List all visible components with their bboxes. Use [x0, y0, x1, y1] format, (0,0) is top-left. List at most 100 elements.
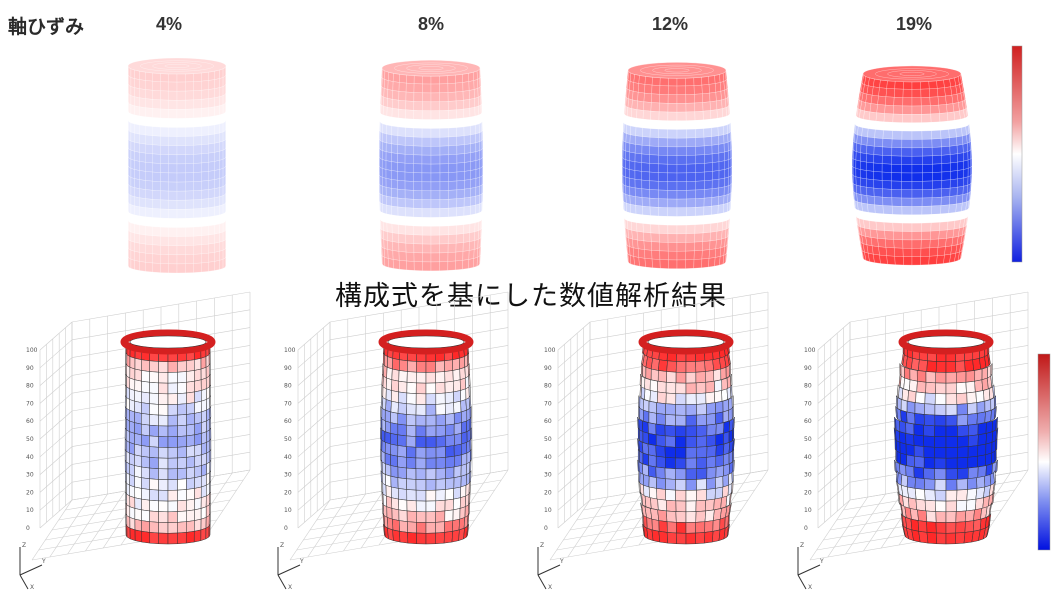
top-cell: [447, 91, 457, 102]
mesh-cell: [704, 520, 714, 533]
top-cell: [219, 186, 224, 198]
mesh-cell: [924, 478, 936, 491]
top-cell: [946, 103, 955, 113]
mesh-cell: [466, 418, 471, 433]
top-cell: [631, 221, 638, 232]
top-cell: [676, 111, 687, 122]
mesh-cell: [649, 390, 658, 403]
top-cell: [455, 260, 463, 271]
top-cell: [470, 151, 477, 162]
top-cell: [921, 197, 933, 207]
top-cell: [475, 203, 480, 215]
top-cell: [176, 99, 186, 110]
axis-y-label: Y: [559, 558, 564, 565]
top-cell: [622, 149, 626, 161]
top-cell: [891, 205, 903, 215]
top-cell: [911, 206, 923, 216]
top-cell: [635, 118, 644, 129]
top-cell: [387, 89, 394, 100]
top-cell: [866, 187, 875, 197]
top-cell: [222, 94, 226, 106]
top-cell: [214, 160, 220, 171]
mesh-cell: [685, 361, 697, 373]
top-cell: [160, 263, 169, 274]
z-tick: 40: [544, 454, 552, 461]
top-cell: [950, 170, 958, 180]
top-cell: [638, 257, 646, 268]
top-cell: [470, 195, 476, 207]
top-cell: [860, 177, 867, 188]
mesh-cell: [186, 455, 195, 469]
mesh-cell: [956, 392, 968, 405]
top-cell: [712, 161, 720, 172]
top-cell: [685, 233, 696, 243]
axis-z-label: Z: [22, 542, 26, 549]
top-cell: [939, 120, 949, 131]
top-cell: [649, 171, 659, 182]
top-cell: [911, 256, 921, 266]
top-cell: [856, 184, 862, 195]
top-cell: [676, 242, 687, 252]
top-cell: [439, 145, 449, 156]
top-cell: [145, 225, 153, 236]
mesh-cell: [914, 477, 926, 490]
top-cell: [891, 164, 902, 174]
mesh-cell: [977, 433, 987, 446]
mesh-cell: [453, 411, 462, 425]
top-cell: [404, 154, 414, 164]
top-cell: [626, 124, 631, 135]
top-cell: [128, 248, 132, 260]
mesh-cell: [988, 502, 992, 516]
cap-ring: [640, 64, 714, 76]
top-cell: [625, 176, 630, 188]
top-cell: [463, 214, 471, 225]
mesh-cell: [186, 370, 195, 383]
mesh-cell: [900, 399, 908, 413]
top-cell: [130, 95, 135, 107]
top-cell: [955, 202, 963, 213]
inner-top: [647, 335, 725, 349]
mesh-cell: [167, 457, 178, 470]
top-cell: [185, 90, 194, 101]
top-cell: [930, 104, 940, 115]
top-cell: [430, 199, 441, 209]
top-cell: [447, 243, 457, 253]
top-cell: [219, 231, 224, 243]
mesh-cell: [186, 434, 196, 447]
top-cell: [422, 234, 432, 245]
mesh-cell: [728, 450, 733, 465]
top-cell: [634, 170, 642, 181]
top-cell: [379, 157, 383, 169]
top-cell: [920, 239, 931, 249]
mesh-cell: [967, 434, 979, 447]
top-cell: [723, 142, 729, 153]
top-cell: [185, 263, 194, 274]
mesh-cell: [177, 403, 187, 416]
top-cell: [881, 155, 892, 165]
top-cell: [878, 87, 887, 97]
top-cell: [219, 95, 224, 107]
top-cell: [936, 254, 945, 265]
top-cell: [382, 150, 387, 161]
top-cell: [901, 164, 913, 174]
top-cell: [473, 248, 479, 259]
mesh-cell: [435, 392, 446, 405]
mesh-cell: [167, 436, 178, 448]
mesh-cell: [994, 394, 997, 410]
top-cell: [930, 113, 941, 123]
mesh-cell: [469, 470, 472, 484]
top-cell: [475, 150, 480, 161]
top-cell: [201, 252, 209, 264]
mesh-cell: [675, 500, 687, 513]
mesh-cell: [643, 409, 650, 424]
top-cell: [695, 163, 705, 173]
top-cell: [448, 154, 458, 164]
top-cell: [128, 157, 132, 169]
top-cell: [201, 243, 209, 255]
top-cell: [631, 108, 638, 119]
mesh-cell: [425, 382, 437, 395]
top-cell: [382, 114, 388, 126]
top-cell: [668, 259, 678, 269]
top-cell: [421, 172, 432, 183]
mesh-cell: [134, 486, 142, 500]
